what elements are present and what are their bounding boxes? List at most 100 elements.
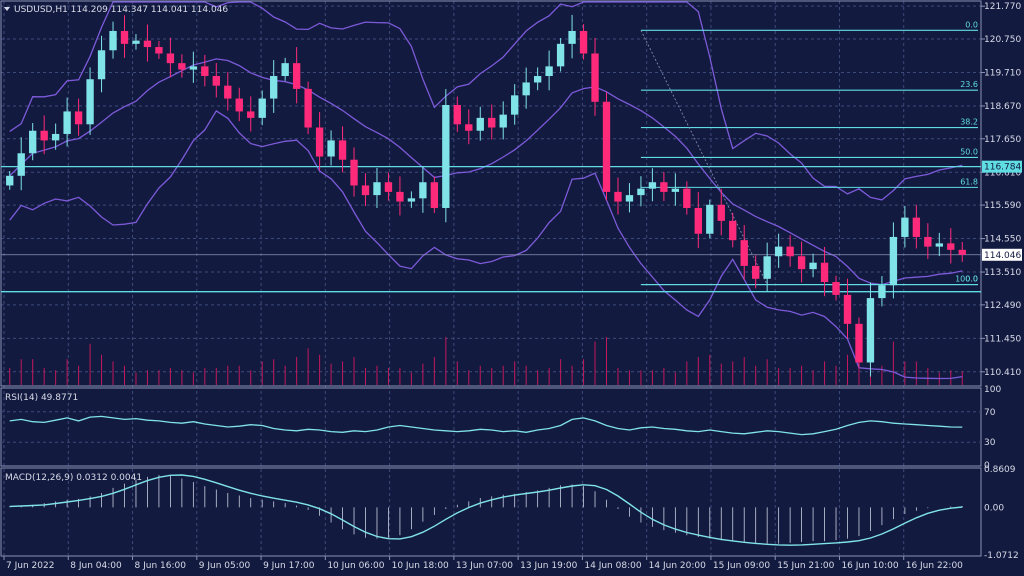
- bollinger-lower: [9, 109, 963, 380]
- candle-body[interactable]: [361, 185, 370, 196]
- candle-body[interactable]: [419, 182, 427, 199]
- candle-body[interactable]: [143, 40, 152, 48]
- candle-body[interactable]: [602, 101, 611, 192]
- candle-body[interactable]: [556, 43, 565, 67]
- candle-body[interactable]: [545, 66, 553, 77]
- candle-body[interactable]: [453, 104, 461, 125]
- candle-body[interactable]: [430, 182, 439, 208]
- time-tick-label: 16 Jun 10:00: [841, 561, 898, 571]
- candle-body[interactable]: [29, 130, 37, 154]
- candle-body[interactable]: [855, 323, 863, 363]
- candle-body[interactable]: [924, 236, 932, 247]
- candle-body[interactable]: [281, 63, 289, 77]
- candle-body[interactable]: [373, 182, 381, 196]
- candle-body[interactable]: [511, 95, 519, 115]
- candle-body[interactable]: [579, 30, 588, 54]
- candle-body[interactable]: [6, 175, 14, 186]
- candle-body[interactable]: [40, 130, 48, 141]
- candle-body[interactable]: [476, 117, 484, 131]
- candle-body[interactable]: [568, 30, 576, 44]
- candle-body[interactable]: [488, 117, 496, 128]
- candle-body[interactable]: [17, 153, 25, 176]
- candle-body[interactable]: [315, 127, 324, 157]
- candle-body[interactable]: [889, 236, 898, 286]
- candle-body[interactable]: [384, 182, 393, 192]
- macd-signal-line[interactable]: [9, 474, 963, 546]
- candle-body[interactable]: [247, 111, 255, 118]
- macd-tick-label: 0.8609: [984, 465, 1016, 475]
- candle-body[interactable]: [625, 195, 634, 202]
- candle-body[interactable]: [533, 76, 542, 83]
- candle-body[interactable]: [671, 188, 680, 192]
- candle-body[interactable]: [878, 285, 886, 299]
- candle-body[interactable]: [763, 256, 771, 279]
- candle-body[interactable]: [407, 198, 416, 202]
- candle-body[interactable]: [189, 66, 198, 70]
- candle-body[interactable]: [637, 188, 645, 196]
- candle-body[interactable]: [166, 53, 175, 64]
- candle-body[interactable]: [832, 282, 840, 295]
- candle-body[interactable]: [660, 182, 668, 192]
- candle-body[interactable]: [442, 104, 450, 208]
- candle-body[interactable]: [958, 249, 966, 255]
- candle-body[interactable]: [947, 243, 955, 250]
- rsi-line[interactable]: [9, 415, 963, 436]
- rsi-tick-label: 30: [984, 438, 996, 448]
- candle-body[interactable]: [396, 191, 404, 202]
- candle-body[interactable]: [774, 246, 783, 257]
- candle-body[interactable]: [694, 207, 702, 234]
- candle-body[interactable]: [97, 50, 106, 80]
- candlesticks[interactable]: [6, 14, 966, 377]
- candle-body[interactable]: [740, 240, 748, 266]
- candle-body[interactable]: [912, 217, 921, 237]
- candle-body[interactable]: [235, 98, 243, 112]
- rsi-tick-label: 0: [984, 461, 990, 471]
- candle-body[interactable]: [591, 53, 599, 102]
- candle-body[interactable]: [614, 191, 622, 202]
- dropdown-arrow-icon[interactable]: [4, 7, 10, 11]
- candle-body[interactable]: [292, 63, 301, 89]
- rsi-pane[interactable]: 100 70 30 0: [1, 385, 1001, 471]
- candle-body[interactable]: [935, 243, 943, 247]
- candle-body[interactable]: [63, 111, 71, 134]
- candle-body[interactable]: [820, 262, 829, 283]
- candle-body[interactable]: [155, 47, 163, 54]
- candle-body[interactable]: [120, 30, 129, 44]
- candle-body[interactable]: [258, 98, 266, 118]
- candle-body[interactable]: [683, 188, 691, 208]
- candle-body[interactable]: [901, 217, 909, 237]
- candle-body[interactable]: [797, 256, 806, 270]
- candle-body[interactable]: [304, 88, 312, 128]
- candle-body[interactable]: [270, 76, 278, 99]
- candle-body[interactable]: [706, 204, 714, 234]
- candle-body[interactable]: [109, 30, 117, 51]
- candle-body[interactable]: [866, 298, 875, 363]
- current-price-tag: [982, 248, 1022, 261]
- candle-body[interactable]: [729, 220, 737, 241]
- candle-body[interactable]: [465, 124, 473, 131]
- candle-body[interactable]: [327, 140, 335, 157]
- candle-body[interactable]: [786, 246, 794, 257]
- candle-body[interactable]: [499, 114, 507, 128]
- level-price-text: 116.784: [984, 163, 1021, 173]
- candle-body[interactable]: [752, 265, 760, 279]
- candle-body[interactable]: [717, 204, 725, 221]
- candle-body[interactable]: [350, 159, 358, 186]
- candle-body[interactable]: [522, 82, 530, 96]
- candle-body[interactable]: [648, 182, 657, 189]
- candle-body[interactable]: [132, 40, 140, 44]
- candle-body[interactable]: [843, 294, 852, 324]
- candle-body[interactable]: [212, 76, 220, 86]
- price-tick-label: 120.750: [984, 35, 1021, 45]
- candle-body[interactable]: [178, 63, 186, 70]
- candle-body[interactable]: [51, 133, 60, 141]
- candle-body[interactable]: [74, 111, 83, 125]
- candle-body[interactable]: [809, 262, 817, 270]
- macd-pane[interactable]: 0.8609 0.00 -1.0712: [9, 465, 1019, 561]
- candle-body[interactable]: [224, 85, 232, 99]
- candle-body[interactable]: [201, 66, 209, 77]
- candle-body[interactable]: [86, 79, 94, 125]
- candle-body[interactable]: [338, 140, 347, 160]
